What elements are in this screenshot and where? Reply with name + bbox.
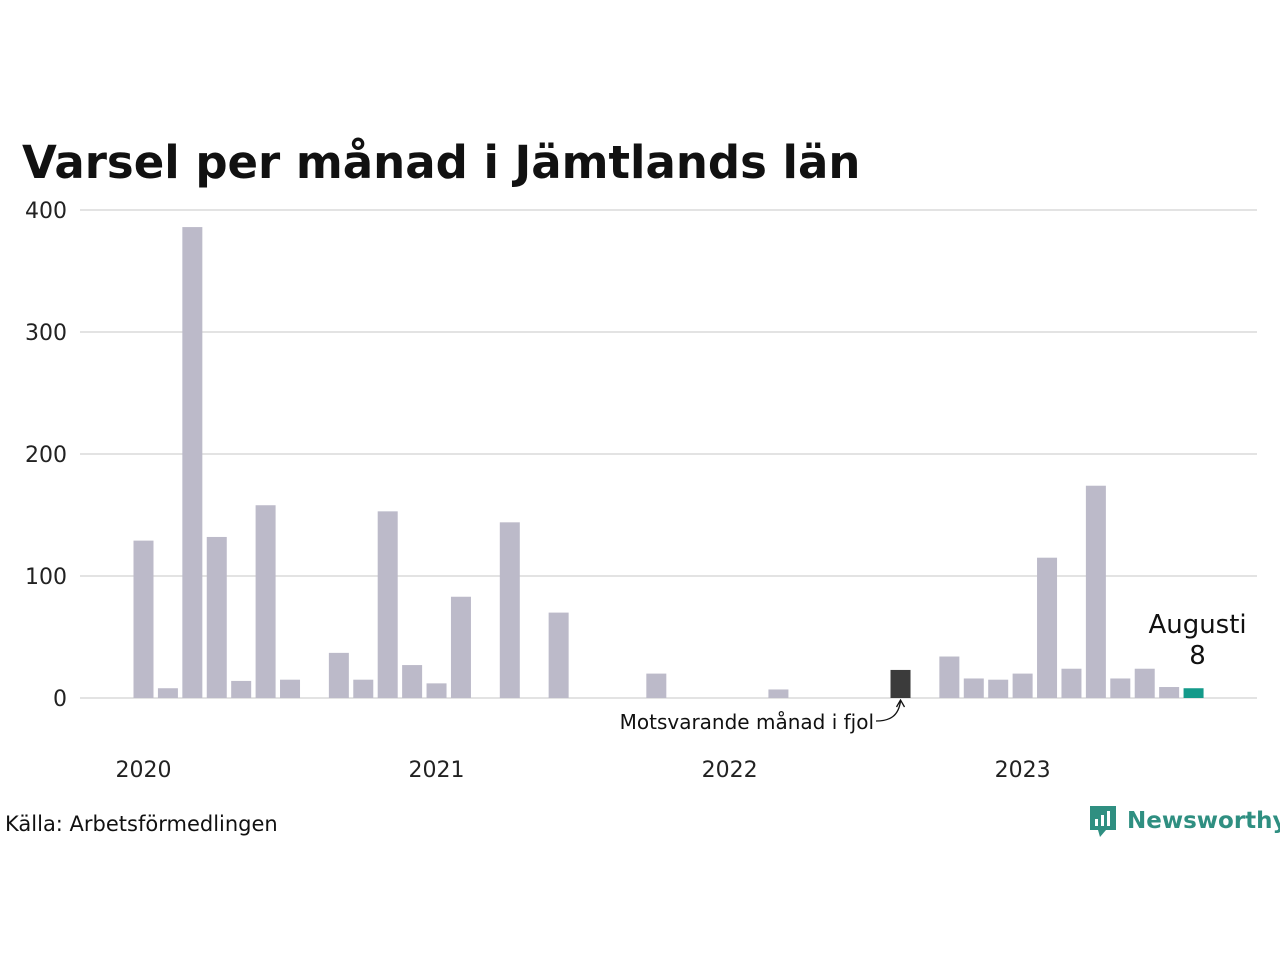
bar (499, 522, 520, 698)
y-tick-label: 400 (25, 199, 67, 224)
bar (353, 679, 374, 698)
bar (939, 656, 960, 698)
y-tick-label: 200 (25, 443, 67, 468)
bar (988, 679, 1009, 698)
bar (1085, 485, 1106, 698)
x-tick-label: 2021 (409, 758, 465, 783)
bars (133, 227, 1204, 698)
highlight-month-label: Augusti (1148, 610, 1246, 640)
y-tick-labels: 0 100 200 300 400 (25, 199, 67, 712)
bar (450, 596, 471, 698)
bar (280, 679, 301, 698)
bar (133, 540, 154, 698)
source-text: Källa: Arbetsförmedlingen (5, 812, 278, 836)
highlight-value-label: 8 (1189, 641, 1206, 671)
x-tick-labels: 2020 2021 2022 2023 (116, 758, 1051, 783)
bar (255, 505, 276, 698)
bar (1061, 668, 1082, 698)
bar (426, 683, 447, 698)
bar (646, 673, 667, 698)
bar (1037, 557, 1058, 698)
bar (402, 665, 423, 698)
bar (1159, 687, 1180, 698)
brand-name: Newsworthy (1127, 808, 1280, 834)
bar (1183, 688, 1204, 698)
bar (1012, 673, 1033, 698)
current-month-highlight: Augusti 8 (1148, 610, 1246, 671)
bar (328, 652, 349, 698)
bar (1134, 668, 1155, 698)
bar (963, 678, 984, 698)
bar (206, 536, 227, 698)
x-tick-label: 2020 (116, 758, 172, 783)
x-tick-label: 2022 (702, 758, 758, 783)
chart-title: Varsel per månad i Jämtlands län (22, 136, 860, 189)
bar (768, 689, 789, 698)
bar (890, 669, 911, 698)
bar (182, 227, 203, 698)
previous-year-annotation-label: Motsvarande månad i fjol (620, 710, 874, 734)
bar (231, 680, 252, 698)
x-tick-label: 2023 (995, 758, 1051, 783)
y-tick-label: 100 (25, 565, 67, 590)
previous-year-annotation: Motsvarande månad i fjol (620, 698, 906, 734)
y-tick-label: 300 (25, 321, 67, 346)
bar (1110, 678, 1131, 698)
bar (157, 688, 178, 698)
bar (548, 612, 569, 698)
brand-logo: Newsworthy (1090, 806, 1280, 837)
y-tick-label: 0 (53, 687, 67, 712)
newsworthy-logo-icon (1090, 806, 1116, 837)
bar (377, 511, 398, 698)
annotation-arrow (875, 698, 906, 722)
gridlines (80, 209, 1257, 699)
